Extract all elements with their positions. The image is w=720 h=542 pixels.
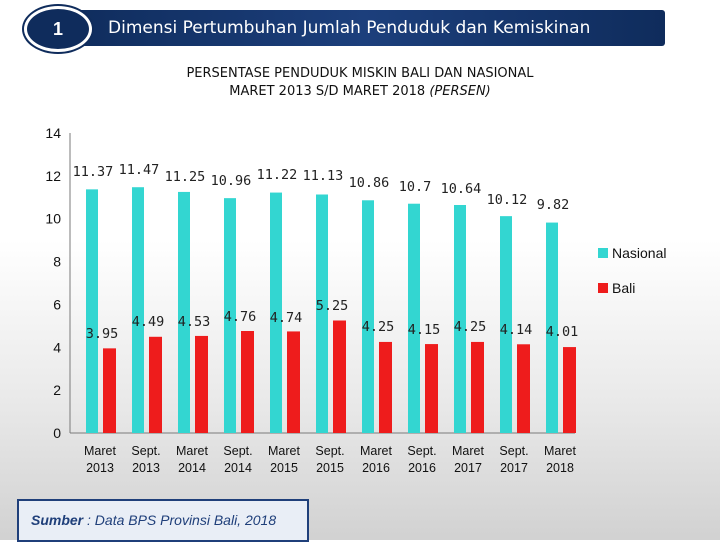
data-label-nasional: 11.13 — [303, 168, 344, 184]
x-category-year: 2016 — [362, 461, 390, 475]
data-label-bali: 4.76 — [224, 309, 257, 325]
data-label-nasional: 10.64 — [441, 181, 482, 197]
bar-bali — [379, 341, 392, 433]
bar-bali — [563, 347, 576, 433]
bar-nasional — [86, 189, 98, 433]
data-label-nasional: 11.37 — [73, 164, 114, 180]
x-category-label: Maret — [452, 444, 484, 458]
bar-bali — [195, 335, 208, 433]
data-label-nasional: 10.12 — [487, 192, 528, 208]
x-category-year: 2017 — [500, 461, 528, 475]
data-label-bali: 4.25 — [454, 319, 487, 335]
bar-bali — [517, 344, 530, 433]
data-label-bali: 4.15 — [408, 322, 441, 338]
bar-bali — [425, 344, 438, 433]
x-category-label: Sept. — [407, 444, 436, 458]
legend-swatch-nasional — [598, 248, 608, 258]
y-tick-label: 6 — [53, 296, 61, 312]
x-category-label: Maret — [84, 444, 116, 458]
source-box: Sumber : Data BPS Provinsi Bali, 2018 — [17, 499, 309, 542]
section-number-badge: 1 — [24, 6, 92, 52]
x-category-label: Maret — [176, 444, 208, 458]
x-category-year: 2015 — [316, 461, 344, 475]
y-tick-label: 4 — [53, 339, 61, 355]
bar-nasional — [316, 194, 328, 433]
bar-bali — [333, 320, 346, 433]
bar-nasional — [546, 222, 558, 433]
x-category-label: Maret — [544, 444, 576, 458]
data-label-nasional: 10.86 — [349, 175, 390, 191]
x-category-label: Maret — [360, 444, 392, 458]
header-bar — [62, 10, 665, 46]
data-label-nasional: 11.25 — [165, 169, 206, 185]
x-category-year: 2018 — [546, 461, 574, 475]
data-label-nasional: 11.47 — [119, 162, 160, 178]
x-category-label: Maret — [268, 444, 300, 458]
bar-bali — [103, 348, 116, 433]
bar-bali — [471, 341, 484, 433]
source-text: : Data BPS Provinsi Bali, 2018 — [83, 512, 277, 528]
x-category-year: 2013 — [86, 461, 114, 475]
data-label-bali: 5.25 — [316, 298, 349, 314]
x-category-year: 2016 — [408, 461, 436, 475]
x-category-year: 2013 — [132, 461, 160, 475]
data-label-bali: 4.53 — [178, 314, 211, 330]
data-label-bali: 4.25 — [362, 319, 395, 335]
bar-nasional — [454, 205, 466, 433]
data-label-nasional: 10.7 — [399, 179, 432, 195]
y-tick-label: 10 — [45, 211, 61, 227]
bar-nasional — [270, 192, 282, 433]
chart-title-unit: (PERSEN) — [429, 84, 491, 99]
chart-title-line2: MARET 2013 S/D MARET 2018 (PERSEN) — [0, 84, 720, 99]
x-category-label: Sept. — [315, 444, 344, 458]
legend-label-bali: Bali — [612, 280, 635, 296]
data-label-bali: 4.01 — [546, 324, 579, 340]
y-tick-label: 0 — [53, 425, 61, 441]
data-label-nasional: 9.82 — [537, 197, 570, 213]
bar-bali — [241, 331, 254, 433]
x-category-year: 2015 — [270, 461, 298, 475]
x-category-year: 2017 — [454, 461, 482, 475]
data-label-bali: 4.49 — [132, 314, 165, 330]
bar-nasional — [500, 216, 512, 433]
y-tick-label: 8 — [53, 254, 61, 270]
data-label-nasional: 10.96 — [211, 173, 252, 189]
bar-nasional — [178, 191, 190, 433]
bar-nasional — [224, 198, 236, 433]
chart-title-line1: PERSENTASE PENDUDUK MISKIN BALI DAN NASI… — [186, 66, 534, 81]
data-label-bali: 4.14 — [500, 322, 533, 338]
bar-bali — [149, 336, 162, 433]
x-category-year: 2014 — [178, 461, 206, 475]
y-tick-label: 12 — [45, 168, 61, 184]
x-category-label: Sept. — [223, 444, 252, 458]
legend-swatch-bali — [598, 283, 608, 293]
data-label-nasional: 11.22 — [257, 167, 298, 183]
x-category-label: Sept. — [131, 444, 160, 458]
y-tick-label: 14 — [45, 125, 61, 141]
data-label-bali: 3.95 — [86, 326, 119, 342]
y-tick-label: 2 — [53, 382, 61, 398]
bar-nasional — [132, 187, 144, 433]
header-title: Dimensi Pertumbuhan Jumlah Penduduk dan … — [108, 18, 591, 38]
x-category-label: Sept. — [499, 444, 528, 458]
bar-nasional — [362, 200, 374, 433]
data-label-bali: 4.74 — [270, 310, 303, 326]
x-category-year: 2014 — [224, 461, 252, 475]
bar-nasional — [408, 203, 420, 433]
source-label: Sumber — [31, 512, 84, 528]
legend-label-nasional: Nasional — [612, 245, 666, 261]
chart-title-period: MARET 2013 S/D MARET 2018 — [229, 84, 430, 99]
bar-bali — [287, 331, 300, 433]
